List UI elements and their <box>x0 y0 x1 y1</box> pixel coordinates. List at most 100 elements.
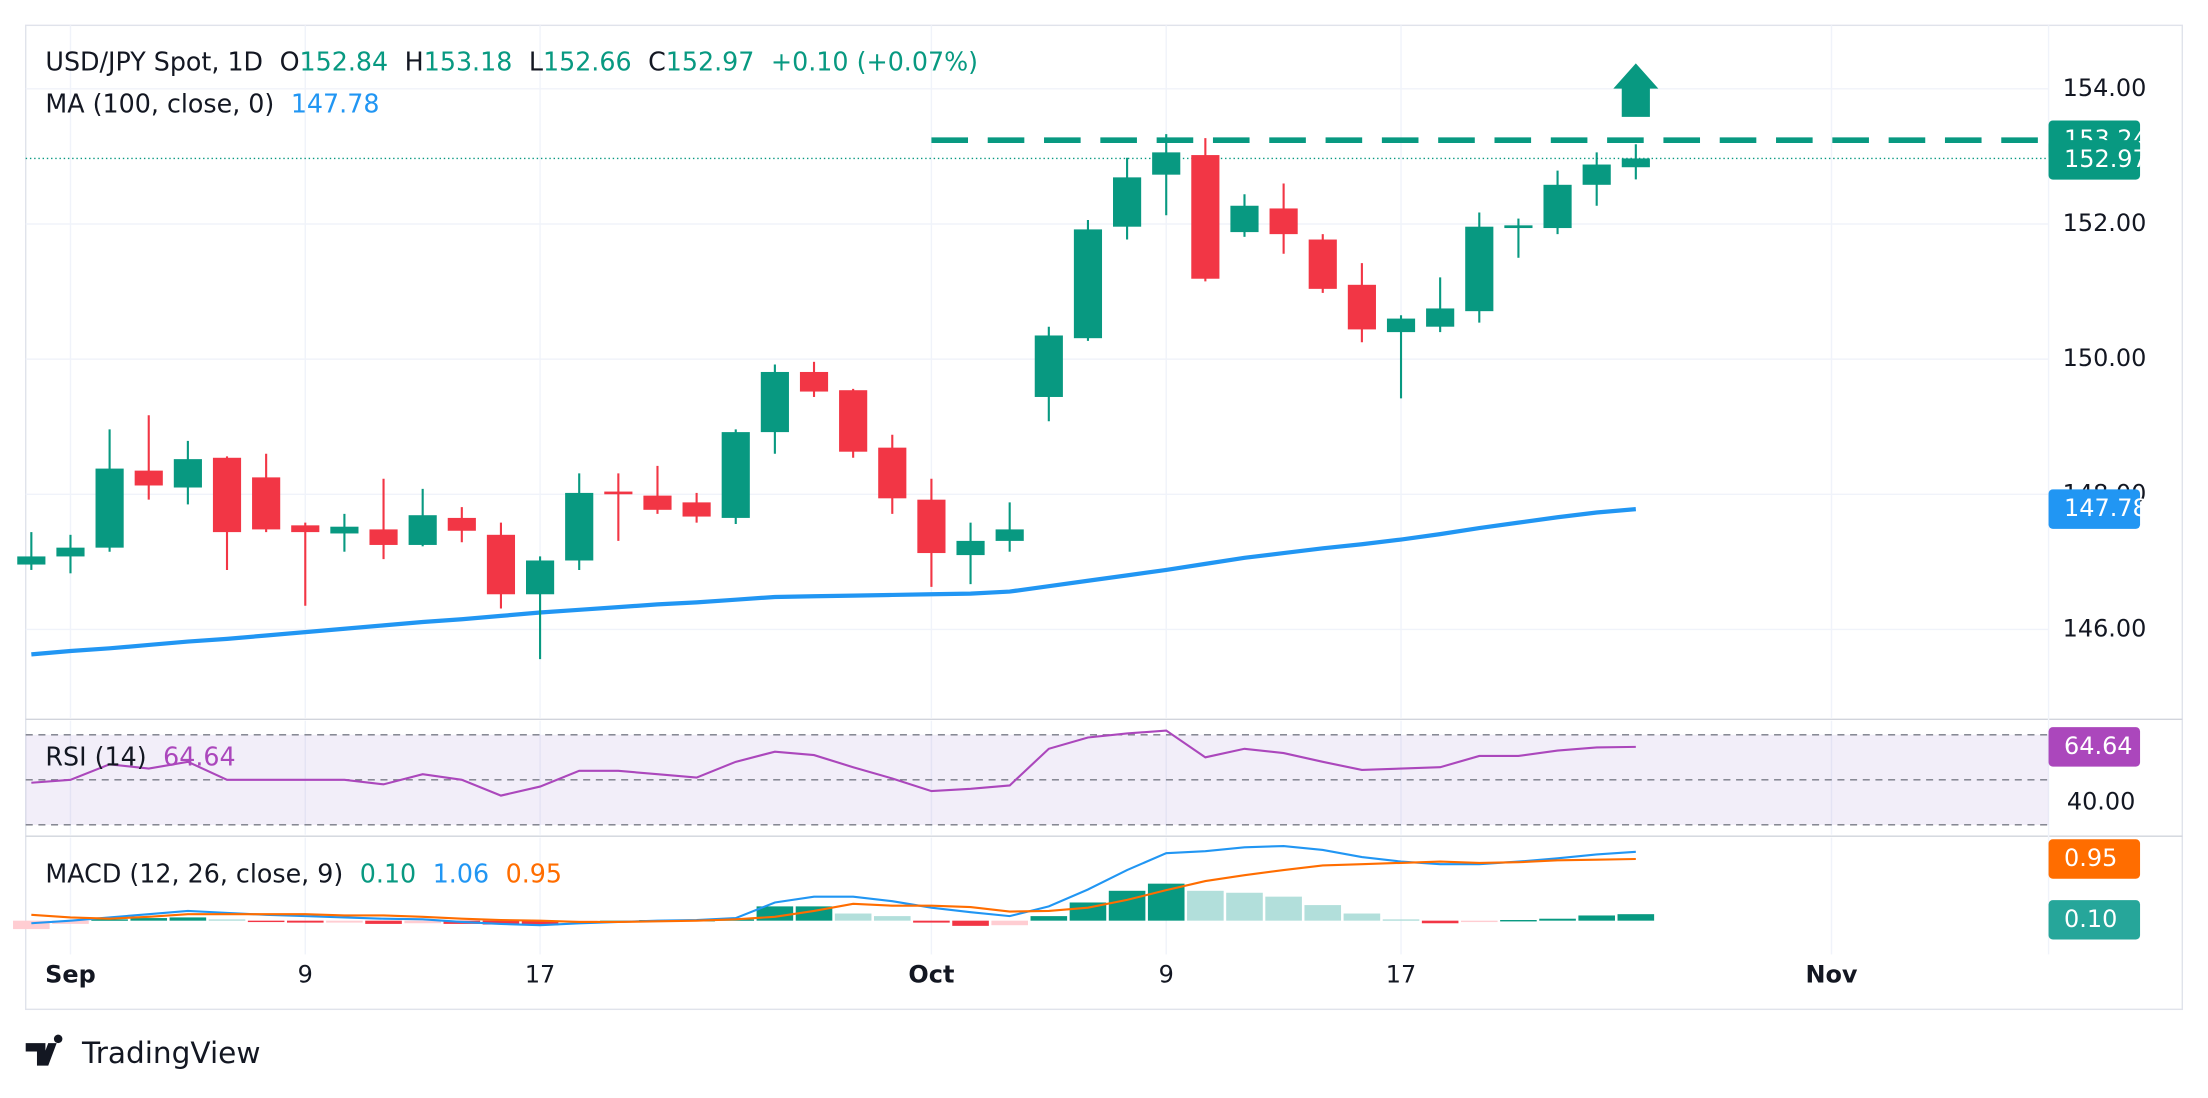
candle-body <box>1073 229 1103 339</box>
candle-body <box>291 525 320 533</box>
candle-body <box>956 540 985 556</box>
macd-histogram-bar <box>913 920 950 923</box>
ma-last-box <box>2048 489 2141 529</box>
macd-histogram-bar <box>208 919 246 921</box>
macd-histogram-bar <box>952 920 989 926</box>
macd-histogram-bar <box>1108 890 1146 921</box>
macd-histogram-bar <box>13 920 50 930</box>
signal-last-box <box>2048 839 2141 879</box>
ma-legend: MA (100, close, 0) 147.78 <box>45 89 379 119</box>
ohlc-key: H <box>405 46 424 76</box>
candle-body <box>134 470 163 486</box>
y-tick-label: 152.00 <box>2063 209 2147 237</box>
macd-histogram-bar <box>482 920 520 925</box>
candle-body <box>565 492 594 561</box>
macd-histogram-bar <box>1265 896 1302 921</box>
frame <box>25 24 2183 1011</box>
logo: TradingView <box>25 1034 261 1070</box>
macd-histogram-bar <box>1460 920 1498 923</box>
ohlc-value: 152.66 <box>543 46 632 76</box>
rsi-name: RSI (14) <box>45 742 146 772</box>
candle-body <box>447 517 476 531</box>
ohlc-value: 152.97 <box>666 46 755 76</box>
macd-histogram-bar <box>286 920 324 923</box>
macd-histogram-bar <box>1304 905 1342 921</box>
x-tick-label: 9 <box>1159 961 1174 989</box>
symbol-title: USD/JPY Spot, 1D <box>45 46 263 76</box>
y-tick-label: 146.00 <box>2063 614 2147 642</box>
macd-histogram-bar <box>91 919 128 921</box>
candle-body <box>1543 184 1572 229</box>
signal-value: 0.95 <box>506 859 562 889</box>
candle-body <box>760 371 789 433</box>
macd-histogram-bar <box>1500 920 1537 922</box>
macd-histogram-bar <box>1382 919 1420 921</box>
brand: TradingView <box>81 1036 261 1070</box>
macd-histogram-bar <box>1421 920 1459 924</box>
macd-histogram-bar <box>169 917 207 921</box>
macd-histogram-bar <box>130 918 168 921</box>
candle-body <box>917 499 946 554</box>
rsi-last-label: 64.64 <box>2064 732 2132 760</box>
hist-value: 0.10 <box>360 859 416 889</box>
macd-histogram-bar <box>521 920 559 926</box>
x-tick-label: 9 <box>298 961 313 989</box>
signal-last-label: 0.95 <box>2064 844 2117 872</box>
candle-body <box>1347 284 1376 330</box>
candle-body <box>252 477 281 530</box>
candle-body <box>1465 226 1494 312</box>
candle-body <box>526 560 555 595</box>
candle-body <box>1269 208 1298 235</box>
x-tick-label: Oct <box>908 961 954 989</box>
hist-last-box <box>2048 900 2141 940</box>
candle-body <box>799 371 829 392</box>
candle-body <box>173 459 202 488</box>
macd-histogram-bar <box>1617 914 1655 921</box>
macd-legend: MACD (12, 26, close, 9) 0.10 1.06 0.95 <box>45 859 562 889</box>
y-tick-label: 150.00 <box>2063 344 2147 372</box>
plot: Sep917Oct917Nov146.00148.00150.00152.001… <box>13 25 2183 989</box>
change: +0.10 (+0.07%) <box>771 46 978 76</box>
macd-histogram-bar <box>1539 918 1576 921</box>
macd-histogram-bar <box>1226 892 1263 921</box>
logo-mark <box>25 1034 63 1066</box>
candle-body <box>1386 318 1416 333</box>
candle-body <box>643 495 672 510</box>
x-tick-label: 17 <box>525 961 555 989</box>
ma-line <box>31 507 1637 657</box>
rsi-legend: RSI (14) 64.64 <box>45 742 235 772</box>
candle-body <box>682 502 711 517</box>
candle-body <box>17 556 46 565</box>
candle-body <box>1152 152 1181 175</box>
candle-body <box>878 447 907 499</box>
candle-body <box>721 432 750 518</box>
ohlc-key: C <box>648 46 666 76</box>
candle-body <box>1034 335 1063 397</box>
candle-body <box>604 491 633 495</box>
candle-body <box>1113 177 1142 227</box>
ohlc-key: O <box>280 46 300 76</box>
macd-histogram-bar <box>1343 913 1381 921</box>
hist-last-label: 0.10 <box>2064 905 2117 933</box>
rsi-last-box <box>2048 727 2141 767</box>
last-price-box <box>2048 140 2141 180</box>
candle-body <box>1426 308 1455 327</box>
last-price-label: 152.97 <box>2064 145 2148 173</box>
candle-body <box>56 547 85 557</box>
macd-histogram-bar <box>1030 916 1068 921</box>
macd-name: MACD (12, 26, close, 9) <box>45 859 343 889</box>
candle-body <box>1230 205 1259 233</box>
macd-histogram-bar <box>404 920 441 924</box>
macd-value: 1.06 <box>433 859 489 889</box>
ohlc-value: 153.18 <box>424 46 513 76</box>
candle-body <box>1504 225 1533 229</box>
up-arrow <box>1613 63 1659 117</box>
candle-body <box>212 457 242 533</box>
ohlc-key: L <box>529 46 543 76</box>
x-tick-label: Nov <box>1805 961 1857 989</box>
rsi-tick-label: 40.00 <box>2067 787 2135 815</box>
candle-body <box>95 468 124 548</box>
header: USD/JPY Spot, 1D O152.84 H153.18 L152.66… <box>45 46 978 76</box>
macd-histogram-bar <box>991 920 1028 926</box>
